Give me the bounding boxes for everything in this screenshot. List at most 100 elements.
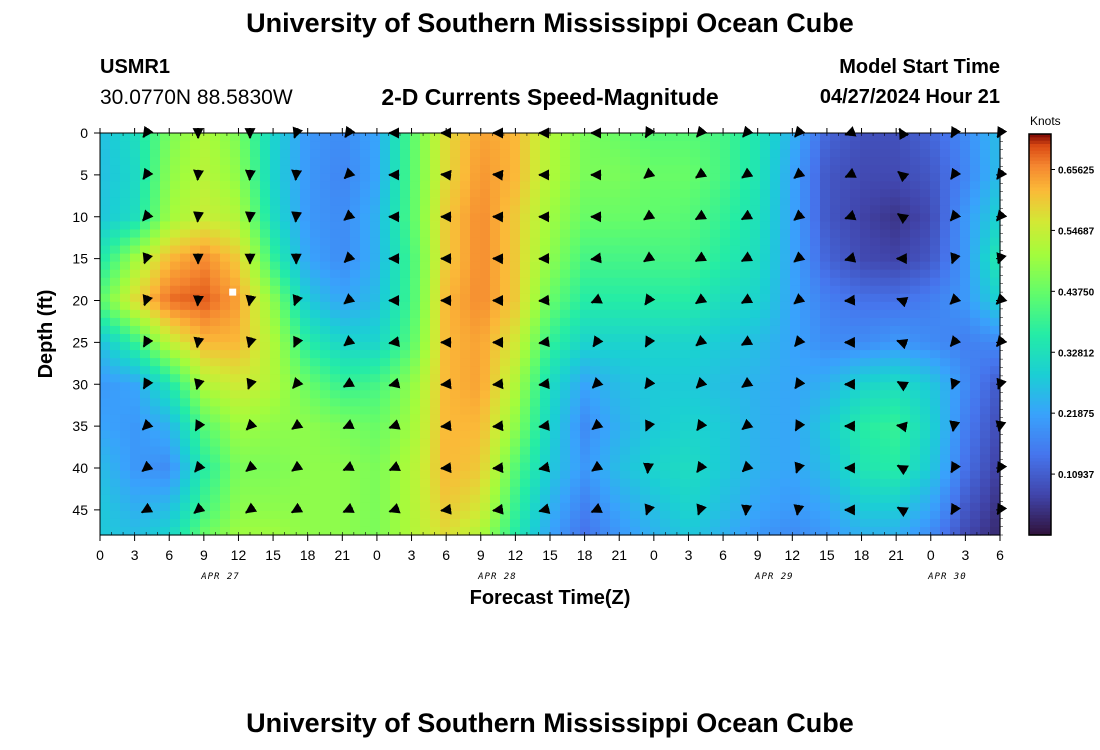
heatmap-cell <box>350 197 361 206</box>
heatmap-cell <box>590 358 601 367</box>
heatmap-cell <box>980 430 991 440</box>
heatmap-cell <box>520 502 531 512</box>
heatmap-cell <box>270 334 281 343</box>
heatmap-cell <box>280 325 291 335</box>
heatmap-cell <box>170 221 181 231</box>
heatmap-cell <box>680 229 691 239</box>
x-tick-label: 15 <box>542 547 558 563</box>
heatmap-cell <box>580 229 591 239</box>
heatmap-cell <box>100 237 111 247</box>
heatmap-cell <box>590 478 601 488</box>
heatmap-cell <box>800 334 811 343</box>
heatmap-cell <box>980 213 991 223</box>
heatmap-cell <box>160 366 171 375</box>
heatmap-cell <box>880 486 891 496</box>
heatmap-cell <box>520 486 531 496</box>
heatmap-cell <box>990 438 1001 448</box>
heatmap-cell <box>820 189 831 198</box>
heatmap-cell <box>670 462 681 472</box>
current-vector-arrow <box>194 419 206 432</box>
heatmap-cell <box>890 245 901 255</box>
heatmap-cell <box>930 430 941 440</box>
heatmap-cell <box>760 358 771 367</box>
heatmap-cell <box>490 141 501 150</box>
heatmap-cell <box>860 221 871 231</box>
heatmap-cell <box>420 277 431 287</box>
heatmap-cell <box>930 446 941 456</box>
heatmap-cell <box>160 462 171 472</box>
current-vector-arrow <box>844 209 857 221</box>
heatmap-cell <box>420 173 431 182</box>
heatmap-cell <box>530 510 541 520</box>
heatmap-cell <box>400 374 411 383</box>
heatmap-cell <box>690 149 701 158</box>
heatmap-cell <box>750 205 761 214</box>
heatmap-cell <box>630 470 641 480</box>
heatmap-cell <box>840 478 851 488</box>
current-vector-arrow <box>741 504 753 516</box>
heatmap-cell <box>150 253 161 263</box>
heatmap-cell <box>130 157 141 166</box>
heatmap-cell <box>850 398 861 407</box>
heatmap-cell <box>410 205 421 214</box>
heatmap-cell <box>470 518 481 528</box>
heatmap-cell <box>190 197 201 206</box>
heatmap-cell <box>800 462 811 472</box>
heatmap-cell <box>670 526 681 536</box>
heatmap-cell <box>970 486 981 496</box>
heatmap-cell <box>180 253 191 263</box>
heatmap-cell <box>540 414 551 424</box>
heatmap-cell <box>180 406 191 415</box>
heatmap-cell <box>170 205 181 214</box>
current-vector-arrow <box>793 167 806 179</box>
heatmap-cell <box>940 317 951 327</box>
heatmap-cell <box>500 197 511 206</box>
heatmap-cell <box>930 494 941 504</box>
heatmap-cell <box>570 390 581 399</box>
heatmap-cell <box>350 502 361 512</box>
heatmap-cell <box>770 309 781 319</box>
heatmap-cell <box>310 446 321 456</box>
heatmap-cell <box>740 325 751 335</box>
heatmap-cell <box>860 309 871 319</box>
heatmap-cell <box>180 149 191 158</box>
heatmap-cell <box>430 430 441 440</box>
heatmap-cell <box>980 173 991 182</box>
heatmap-cell <box>600 358 611 367</box>
heatmap-cell <box>190 261 201 271</box>
heatmap-cell <box>270 229 281 239</box>
heatmap-cell <box>740 518 751 528</box>
heatmap-cell <box>260 462 271 472</box>
heatmap-cell <box>230 213 241 223</box>
heatmap-cell <box>440 494 451 504</box>
heatmap-cell <box>720 213 731 223</box>
heatmap-cell <box>700 366 711 375</box>
heatmap-cell <box>530 438 541 448</box>
heatmap-cell <box>710 173 721 182</box>
heatmap-cell <box>390 406 401 415</box>
heatmap-cell <box>100 398 111 407</box>
heatmap-cell <box>330 237 341 247</box>
heatmap-cell <box>650 414 661 424</box>
current-vector-arrow <box>492 169 504 181</box>
heatmap-cell <box>990 518 1001 528</box>
heatmap-cell <box>460 157 471 166</box>
heatmap-cell <box>970 454 981 464</box>
heatmap-cell <box>430 382 441 391</box>
heatmap-cell <box>940 261 951 271</box>
heatmap-cell <box>340 518 351 528</box>
heatmap-cell <box>630 165 641 174</box>
heatmap-cell <box>570 133 581 142</box>
current-vector-arrow <box>142 377 154 390</box>
heatmap-cell <box>880 374 891 383</box>
heatmap-cell <box>800 454 811 464</box>
heatmap-cell <box>840 309 851 319</box>
heatmap-cell <box>280 486 291 496</box>
heatmap-cell <box>400 478 411 488</box>
heatmap-cell <box>870 390 881 399</box>
heatmap-cell <box>420 406 431 415</box>
heatmap-cell <box>820 285 831 295</box>
heatmap-cell <box>770 406 781 415</box>
heatmap-cell <box>280 205 291 214</box>
heatmap-cell <box>450 229 461 239</box>
